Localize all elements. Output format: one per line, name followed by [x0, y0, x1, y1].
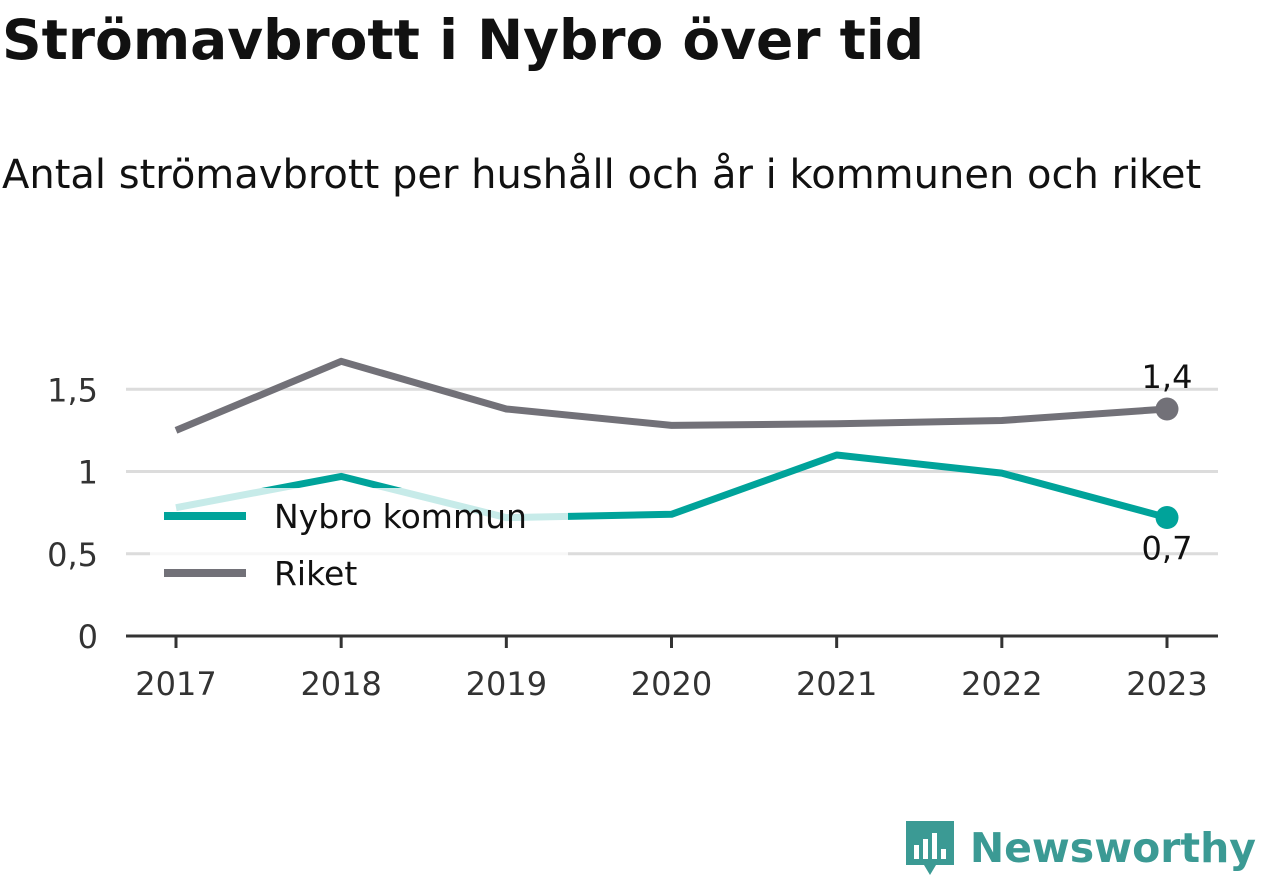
y-axis: 0 0,5 1 1,5 — [47, 371, 98, 656]
y-tick-label: 0 — [78, 618, 98, 656]
legend-label: Riket — [274, 554, 357, 593]
series-end-point — [1155, 397, 1179, 421]
series-end-label: 1,4 — [1142, 358, 1193, 396]
x-axis: 2017 2018 2019 2020 2021 2022 2023 — [126, 634, 1218, 703]
newsworthy-brand: Newsworthy — [904, 819, 1256, 877]
legend-background — [150, 488, 568, 606]
x-tick-label: 2019 — [466, 665, 547, 703]
series-end-label: 0,7 — [1142, 530, 1193, 568]
series-end-point — [1155, 506, 1179, 530]
x-tick-label: 2020 — [631, 665, 712, 703]
y-tick-label: 1 — [78, 454, 98, 492]
brand-name: Newsworthy — [969, 824, 1256, 872]
legend: Nybro kommun Riket — [150, 488, 568, 606]
y-tick-label: 0,5 — [47, 536, 98, 574]
series-line — [175, 451, 1168, 522]
series-lines: 0,7 1,4 — [174, 357, 1193, 568]
series-line — [174, 357, 1168, 434]
x-tick-label: 2022 — [961, 665, 1042, 703]
bar-chart-speech-bubble-icon — [905, 821, 954, 875]
y-tick-label: 1,5 — [47, 371, 98, 409]
x-tick-label: 2017 — [135, 665, 216, 703]
x-tick-label: 2021 — [796, 665, 877, 703]
x-tick-label: 2023 — [1126, 665, 1207, 703]
chart-subtitle: Antal strömavbrott per hushåll och år i … — [2, 152, 1202, 198]
chart-title: Strömavbrott i Nybro över tid — [2, 8, 925, 72]
legend-label: Nybro kommun — [274, 497, 527, 536]
x-tick-label: 2018 — [300, 665, 381, 703]
